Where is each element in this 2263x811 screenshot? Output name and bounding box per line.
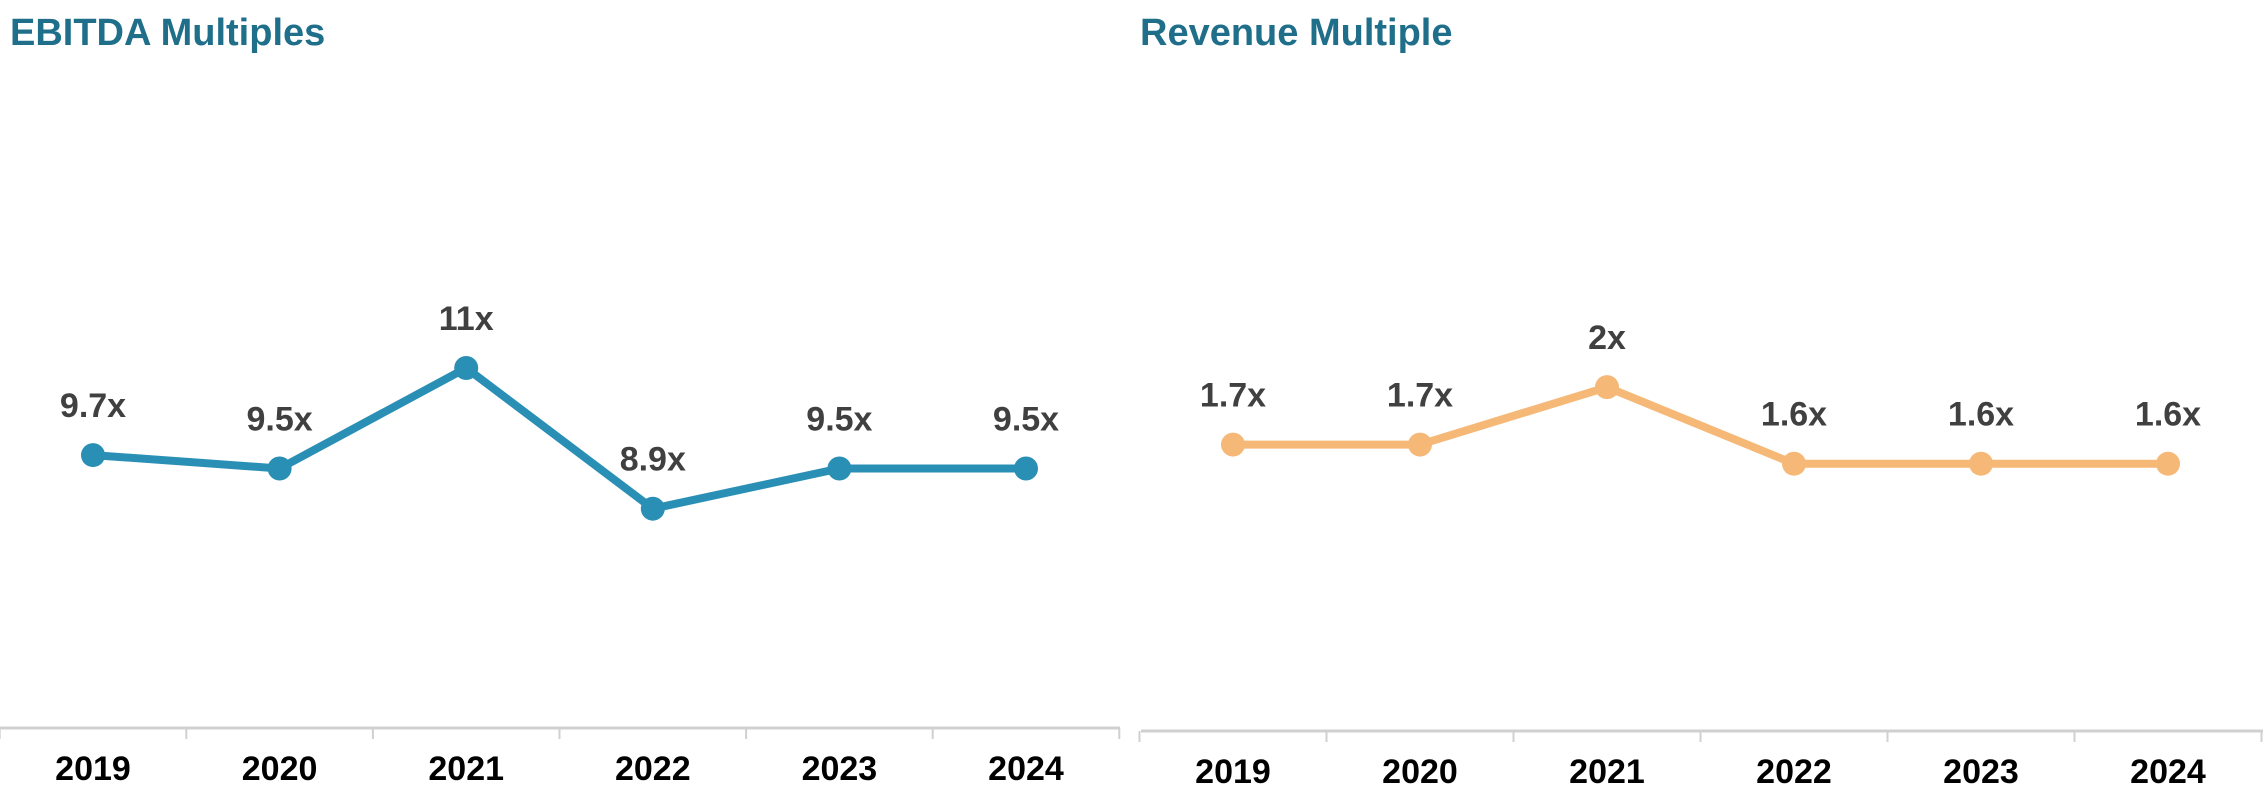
ebitda-x-tick-label: 2022 bbox=[615, 750, 691, 788]
revenue-x-tick-label: 2022 bbox=[1756, 753, 1832, 791]
revenue-chart-panel: Revenue Multiple 1.7x 1.7x 2x 1.6x 1.6x 1.6x 2… bbox=[1130, 0, 2263, 811]
revenue-x-tick-label: 2024 bbox=[2130, 753, 2206, 791]
ebitda-data-point bbox=[81, 443, 105, 468]
revenue-x-tick-label: 2019 bbox=[1195, 753, 1271, 791]
ebitda-data-point bbox=[827, 456, 852, 481]
ebitda-data-point bbox=[1014, 456, 1038, 481]
ebitda-data-label: 8.9x bbox=[620, 441, 686, 479]
ebitda-data-label: 9.5x bbox=[247, 401, 313, 439]
ebitda-data-point bbox=[640, 496, 665, 521]
ebitda-data-point bbox=[267, 456, 292, 481]
ebitda-x-tick-label: 2020 bbox=[242, 750, 318, 788]
revenue-data-point bbox=[1969, 451, 1993, 476]
ebitda-data-label: 9.7x bbox=[60, 387, 126, 425]
revenue-data-point bbox=[1782, 451, 1806, 476]
ebitda-data-label: 11x bbox=[439, 300, 494, 338]
revenue-data-point bbox=[1221, 432, 1245, 457]
ebitda-data-label: 9.5x bbox=[993, 401, 1059, 439]
ebitda-x-tick-label: 2019 bbox=[55, 750, 131, 788]
revenue-data-label: 2x bbox=[1588, 319, 1626, 357]
ebitda-data-point bbox=[454, 356, 479, 380]
revenue-data-point bbox=[2156, 451, 2180, 476]
ebitda-data-label: 9.5x bbox=[806, 401, 872, 439]
revenue-data-point bbox=[1595, 375, 1619, 400]
revenue-data-label: 1.7x bbox=[1387, 377, 1453, 415]
revenue-chart-title: Revenue Multiple bbox=[1140, 12, 1453, 54]
revenue-data-label: 1.6x bbox=[1948, 396, 2014, 434]
revenue-data-label: 1.7x bbox=[1200, 377, 1266, 415]
ebitda-line-chart: 9.7x 9.5x 11x 8.9x 9.5x 9.5x 2019 2020 2021 2022 2… bbox=[0, 300, 1121, 788]
revenue-x-tick-label: 2023 bbox=[1943, 753, 2019, 791]
revenue-line-chart: 1.7x 1.7x 2x 1.6x 1.6x 1.6x 2019 2020 2021 2022 20… bbox=[1138, 319, 2263, 791]
ebitda-series-line bbox=[89, 364, 1030, 513]
ebitda-chart-panel: EBITDA Multiples 9.7x 9.5x 11x 8.9x 9.5x 9.5x… bbox=[0, 0, 1130, 811]
ebitda-x-tick-label: 2024 bbox=[988, 750, 1064, 788]
ebitda-x-tick-label: 2023 bbox=[802, 750, 878, 788]
ebitda-chart-title: EBITDA Multiples bbox=[10, 12, 326, 54]
ebitda-x-tick-label: 2021 bbox=[428, 750, 504, 788]
revenue-x-tick-label: 2020 bbox=[1382, 753, 1458, 791]
revenue-data-point bbox=[1408, 432, 1432, 457]
revenue-data-label: 1.6x bbox=[2135, 396, 2201, 434]
revenue-data-label: 1.6x bbox=[1761, 396, 1827, 434]
revenue-series-line bbox=[1229, 383, 2172, 468]
revenue-x-tick-label: 2021 bbox=[1569, 753, 1645, 791]
